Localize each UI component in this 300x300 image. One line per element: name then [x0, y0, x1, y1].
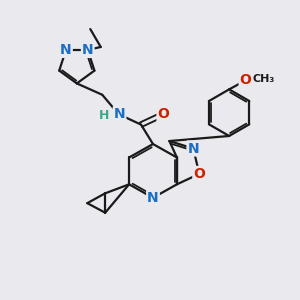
- Text: O: O: [158, 107, 169, 121]
- Text: H: H: [98, 109, 109, 122]
- Text: N: N: [147, 191, 159, 205]
- Text: N: N: [188, 142, 199, 155]
- Text: O: O: [193, 167, 205, 181]
- Text: CH₃: CH₃: [253, 74, 275, 84]
- Text: O: O: [240, 74, 251, 87]
- Text: N: N: [60, 43, 72, 57]
- Text: N: N: [114, 107, 125, 121]
- Text: N: N: [82, 43, 94, 57]
